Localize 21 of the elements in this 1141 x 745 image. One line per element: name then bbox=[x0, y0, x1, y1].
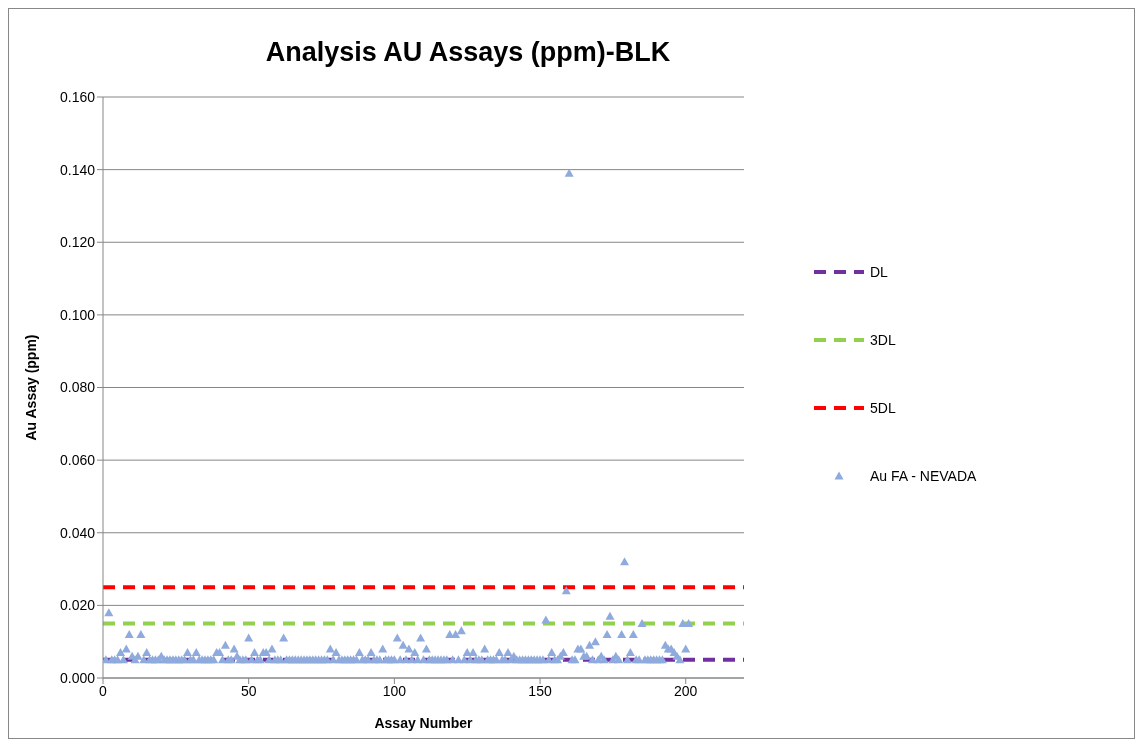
y-tick-label: 0.060 bbox=[59, 452, 96, 469]
x-tick-label: 150 bbox=[528, 682, 552, 699]
y-tick-label: 0.160 bbox=[59, 88, 96, 105]
legend-label: 5DL bbox=[870, 399, 896, 416]
legend-label: DL bbox=[870, 263, 888, 280]
x-axis-title: Assay Number bbox=[374, 715, 474, 731]
y-tick-label: 0.000 bbox=[59, 669, 96, 686]
y-tick-label: 0.080 bbox=[59, 379, 96, 396]
y-tick-label: 0.040 bbox=[59, 524, 96, 541]
x-tick-label: 0 bbox=[99, 682, 108, 699]
y-axis-title: Au Assay (ppm) bbox=[22, 334, 39, 441]
x-tick-label: 200 bbox=[674, 682, 698, 699]
chart-title: Analysis AU Assays (ppm)-BLK bbox=[264, 37, 672, 68]
y-tick-label: 0.140 bbox=[59, 161, 96, 178]
legend-label: Au FA - NEVADA bbox=[870, 467, 977, 484]
y-tick-label: 0.020 bbox=[59, 597, 96, 614]
y-tick-label: 0.100 bbox=[59, 306, 96, 323]
x-tick-label: 100 bbox=[382, 682, 407, 699]
legend-label: 3DL bbox=[870, 331, 896, 348]
x-tick-label: 50 bbox=[240, 682, 257, 699]
y-tick-label: 0.120 bbox=[59, 234, 96, 251]
